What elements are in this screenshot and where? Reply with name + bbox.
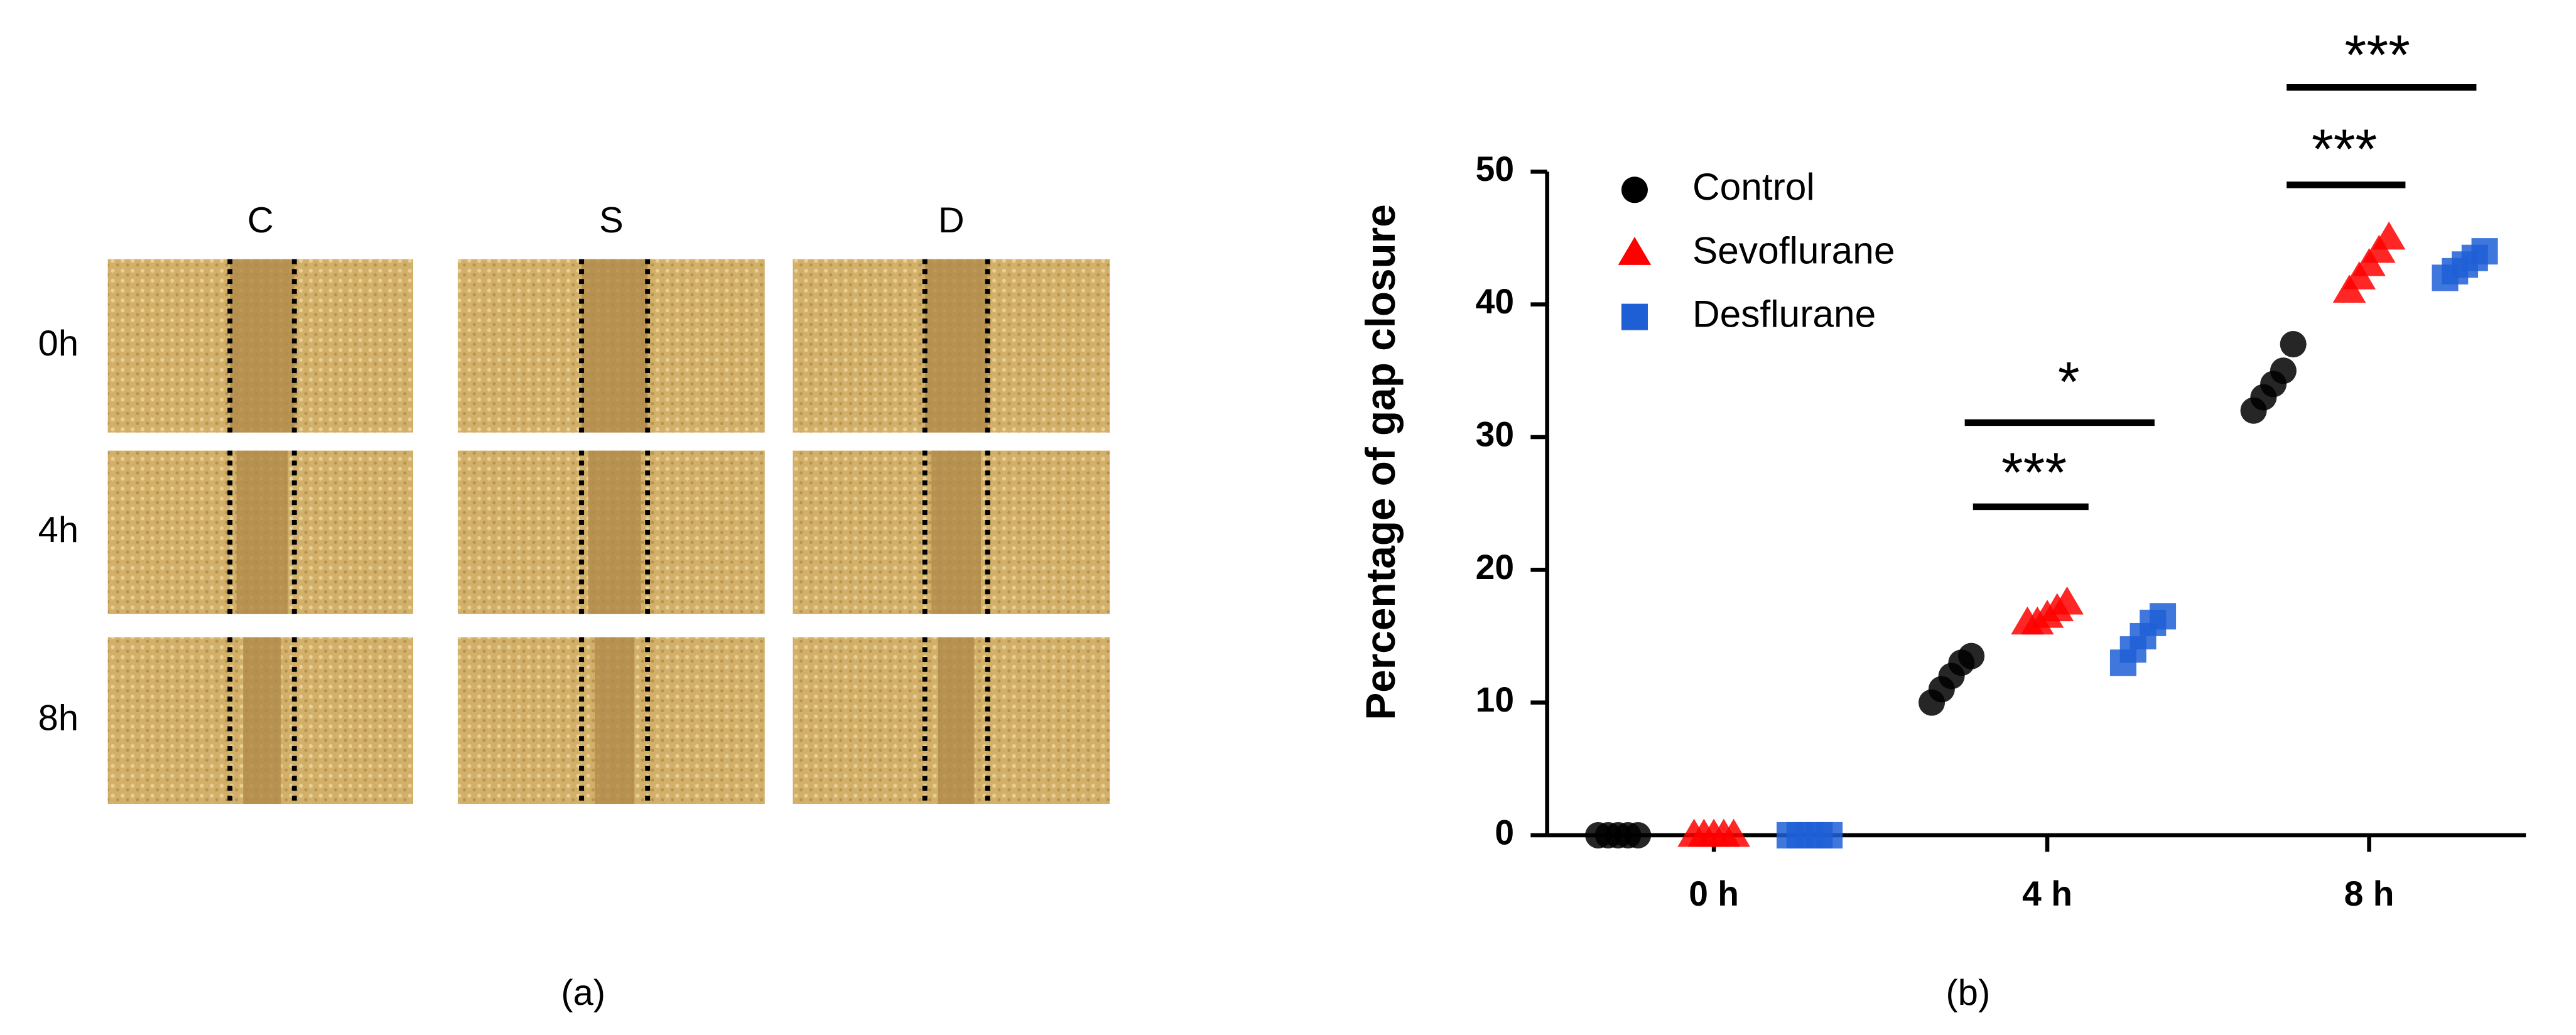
column-label: D [938,200,965,241]
legend-marker [1618,237,1652,265]
wound-gap [243,637,281,805]
legend-marker [1621,303,1648,330]
wound-gap [582,259,648,433]
significance-label: * [2058,350,2080,413]
significance-label: *** [2312,117,2377,180]
x-tick-label: 4 h [2022,874,2072,913]
y-tick-label: 30 [1476,415,1514,454]
data-point [1816,821,1843,848]
data-point [2270,357,2297,384]
panel-label: (a) [561,973,605,1013]
data-point [1958,642,1985,669]
legend-label: Desflurane [1692,293,1876,335]
data-point [2471,238,2498,265]
data-point [2372,221,2406,250]
wound-gap [236,450,288,614]
legend-label: Control [1692,165,1815,208]
data-point [1625,821,1652,848]
x-tick-label: 0 h [1689,874,1739,913]
legend-label: Sevoflurane [1692,229,1895,271]
panel-label: (b) [1946,973,1991,1013]
data-point [2150,603,2177,630]
wound-gap [595,637,635,805]
y-tick-label: 40 [1476,282,1514,321]
y-tick-label: 20 [1476,548,1514,587]
y-tick-label: 0 [1495,813,1514,852]
row-label: 4h [38,510,78,550]
row-label: 8h [38,698,78,739]
x-tick-label: 8 h [2344,874,2395,913]
data-point [2280,331,2307,358]
wound-gap [931,450,982,614]
y-tick-label: 10 [1476,680,1514,719]
y-axis-label: Percentage of gap closure [1358,204,1404,720]
wound-gap [924,259,988,433]
data-point [1717,818,1750,847]
legend-marker [1621,176,1648,203]
data-point [2050,586,2084,615]
row-label: 0h [38,323,78,364]
y-tick-label: 50 [1476,149,1514,188]
column-label: S [599,200,624,241]
wound-gap [588,450,641,614]
wound-gap [230,259,295,433]
column-label: C [247,200,274,241]
wound-gap [938,637,975,805]
significance-label: *** [2001,441,2067,504]
significance-label: *** [2345,23,2410,86]
